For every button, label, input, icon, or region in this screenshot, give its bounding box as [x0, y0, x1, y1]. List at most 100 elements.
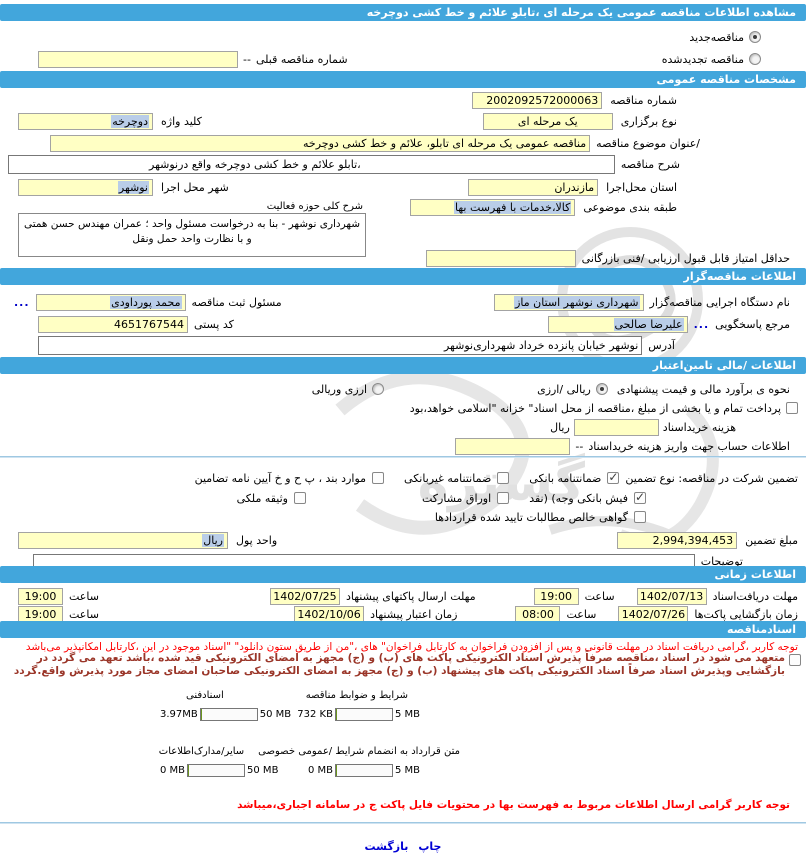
- other-docs-label: سایر/مدارک‌اطلاعات: [158, 745, 245, 757]
- category-field[interactable]: کالا،خدمات با فهرست بها: [410, 198, 576, 216]
- previous-tender-number-field[interactable]: [38, 50, 238, 68]
- fee-account-field[interactable]: [455, 437, 571, 455]
- technical-progressbar: [199, 707, 258, 721]
- agency-org-field[interactable]: شهرداری نوشهر استان ماز: [493, 293, 644, 311]
- nonbank-guarantee-checkbox[interactable]: [497, 472, 510, 484]
- holding-type-field[interactable]: یک مرحله ای: [482, 112, 613, 130]
- packet-opening-date[interactable]: 1402/07/26: [618, 605, 689, 623]
- new-tender-radio[interactable]: [749, 31, 761, 43]
- documents-notice-1: توجه کاربر ،گرامی دریافت اسناد در مهلت ق…: [0, 640, 806, 654]
- footer-actions: چاپ بازگشت: [0, 836, 806, 856]
- bid-validity-label: زمان اعتبار پیشنهاد: [370, 607, 458, 621]
- registrar-field[interactable]: محمد پورداودی: [35, 293, 186, 311]
- currency-and-rial-radio[interactable]: [372, 383, 385, 395]
- net-claims-checkbox[interactable]: [634, 511, 646, 523]
- registrar-label: مسئول ثبت مناقصه: [191, 295, 282, 309]
- holding-type-row: نوع برگزاری یک مرحله ای کلید واژه دوچرخه: [0, 111, 806, 131]
- guarantee-type-label: تضمین شرکت در مناقصه: نوع تضمین: [625, 471, 798, 485]
- technical-max: 50 MB: [259, 708, 292, 720]
- packet-opening-label: زمان بازگشایی پاکت‌ها: [694, 607, 798, 621]
- packet-send-deadline-time[interactable]: 19:00: [18, 587, 63, 605]
- upload-bars-row-2: 0 MB 5 MB 0 MB 50 MB: [160, 762, 420, 778]
- documents-notice-1-text: توجه کاربر ،گرامی دریافت اسناد در مهلت ق…: [25, 641, 798, 653]
- city-label: شهر محل اجرا: [161, 180, 229, 194]
- min-score-field[interactable]: [425, 249, 576, 267]
- holding-type-label: نوع برگزاری: [620, 114, 677, 128]
- doc-fee-label: هزینه خریداسناد: [662, 420, 736, 434]
- bank-slip-label: فیش بانکی وجه) (نقد: [529, 491, 628, 505]
- footer-divider: [0, 822, 806, 824]
- net-claims-label: گواهی خالص مطالبات تایید شده قراردادها: [434, 510, 628, 524]
- doc-receipt-deadline-time[interactable]: 19:00: [533, 587, 579, 605]
- registrar-more-button[interactable]: ...: [14, 295, 30, 309]
- description-field[interactable]: ،تابلو علائم و خط کشی دوچرخه واقع درنوشه…: [8, 154, 615, 174]
- hour-label-3: ساعت: [566, 607, 597, 621]
- province-field[interactable]: مازندران: [468, 178, 599, 196]
- commitment-checkbox[interactable]: [789, 654, 801, 666]
- schedule-row-1: مهلت دریافت‌اسناد 1402/07/13 ساعت 19:00 …: [0, 586, 806, 606]
- packet-send-deadline-date[interactable]: 1402/07/25: [269, 587, 340, 605]
- treasury-note-row: پرداخت تمام و یا بخشی از مبلغ ،مناقصه از…: [0, 398, 806, 418]
- activity-textarea[interactable]: شهرداری نوشهر - بنا به درخواست مسئول واح…: [18, 213, 366, 257]
- terms-progressbar: [334, 707, 393, 721]
- other-used: 0 MB: [160, 764, 186, 776]
- contract-progressbar: [334, 763, 393, 777]
- address-field[interactable]: نوشهر خیابان پانزده خرداد شهرداری‌نوشهر: [38, 336, 643, 355]
- guarantee-amount-row: مبلغ تضمین 2,994,394,453 واحد پول ریال: [0, 530, 806, 550]
- other-max: 50 MB: [247, 764, 279, 776]
- estimate-method-label: نحوه ی برآورد مالی و قیمت پیشنهادی: [616, 382, 790, 396]
- notes-label: توضیحات: [700, 554, 743, 568]
- currency-field[interactable]: ریال: [18, 531, 228, 549]
- participation-bonds-label: اوراق مشارکت: [422, 491, 492, 505]
- section-header-finance: اطلاعات /مالی تامین‌اعتبار: [0, 357, 806, 374]
- tender-number-row: شماره مناقصه 2002092572000063: [0, 90, 806, 110]
- guarantee-amount-label: مبلغ تضمین: [745, 533, 798, 547]
- technical-used: 3.97MB: [160, 708, 198, 720]
- terms-used: 732 KB: [297, 708, 333, 720]
- documents-notice-2: توجه کاربر گرامی ارسال اطلاعات مربوط به …: [0, 798, 806, 812]
- treasury-note-text: پرداخت تمام و یا بخشی از مبلغ ،مناقصه از…: [409, 401, 781, 415]
- packet-opening-time[interactable]: 08:00: [515, 605, 561, 623]
- previous-tender-number-label: شماره مناقصه قبلی: [255, 52, 348, 66]
- back-button[interactable]: بازگشت: [364, 839, 409, 853]
- section-header-agency: اطلاعات مناقصه‌گزار: [0, 268, 806, 285]
- contact-field[interactable]: علیرضا صالحی: [547, 315, 688, 333]
- estimate-method-row: نحوه ی برآورد مالی و قیمت پیشنهادی ریالی…: [0, 379, 806, 399]
- guarantee-type-row-3: گواهی خالص مطالبات تایید شده قراردادها: [0, 507, 806, 527]
- bank-slip-checkbox[interactable]: [634, 490, 646, 504]
- renewed-tender-radio[interactable]: [749, 53, 761, 65]
- property-collateral-checkbox[interactable]: [294, 492, 306, 504]
- participation-bonds-checkbox[interactable]: [497, 492, 510, 504]
- bid-validity-date[interactable]: 1402/10/06: [294, 605, 365, 623]
- doc-receipt-deadline-date[interactable]: 1402/07/13: [636, 587, 707, 605]
- activity-label: شرح کلی حوزه فعالیت: [266, 200, 363, 212]
- contact-label: مرجع پاسخگویی: [715, 317, 790, 331]
- section-header-specs: مشخصات مناقصه عمومی: [0, 71, 806, 88]
- category-label: طبقه بندی موضوعی: [583, 200, 677, 214]
- section-header-documents: اسنادمناقصه: [0, 621, 806, 638]
- rial-currency-radio[interactable]: [595, 383, 608, 395]
- description-label: شرح مناقصه: [620, 157, 680, 171]
- doc-fee-field[interactable]: [573, 418, 659, 436]
- contract-text-label: متن قرارداد به انضمام شرایط /عمومی خصوصی: [258, 745, 460, 757]
- subject-label: /عنوان موضوع مناقصه: [596, 136, 700, 150]
- contact-more-button[interactable]: ...: [693, 317, 710, 331]
- previous-tender-number-separator: --: [243, 52, 251, 66]
- print-button[interactable]: چاپ: [418, 839, 442, 853]
- tender-mode-renewed-row: مناقصه تجدیدشده شماره مناقصه قبلی --: [0, 49, 806, 69]
- keyword-field[interactable]: دوچرخه: [18, 112, 153, 130]
- tender-mode-new-row: مناقصه‌جدید: [0, 27, 806, 47]
- doc-receipt-deadline-label: مهلت دریافت‌اسناد: [712, 589, 798, 603]
- commitment-row: متعهد می شود در اسناد ،مناقصه صرفاً پذیر…: [0, 652, 806, 682]
- bank-guarantee-checkbox[interactable]: [607, 470, 620, 484]
- treasury-checkbox[interactable]: [786, 402, 798, 414]
- bylaw-items-checkbox[interactable]: [372, 472, 385, 484]
- city-field[interactable]: نوشهر: [18, 178, 153, 196]
- subject-field[interactable]: مناقصه عمومی یک مرحله ای تابلو، علائم و …: [50, 134, 591, 152]
- address-row: آدرس نوشهر خیابان پانزده خرداد شهرداری‌ن…: [0, 335, 806, 356]
- technical-docs-label: اسنادفنی: [186, 689, 224, 701]
- guarantee-amount-field: 2,994,394,453: [617, 531, 738, 549]
- tender-number-label: شماره مناقصه: [610, 93, 677, 107]
- terms-max: 5 MB: [394, 708, 420, 720]
- bid-validity-time[interactable]: 19:00: [18, 605, 63, 623]
